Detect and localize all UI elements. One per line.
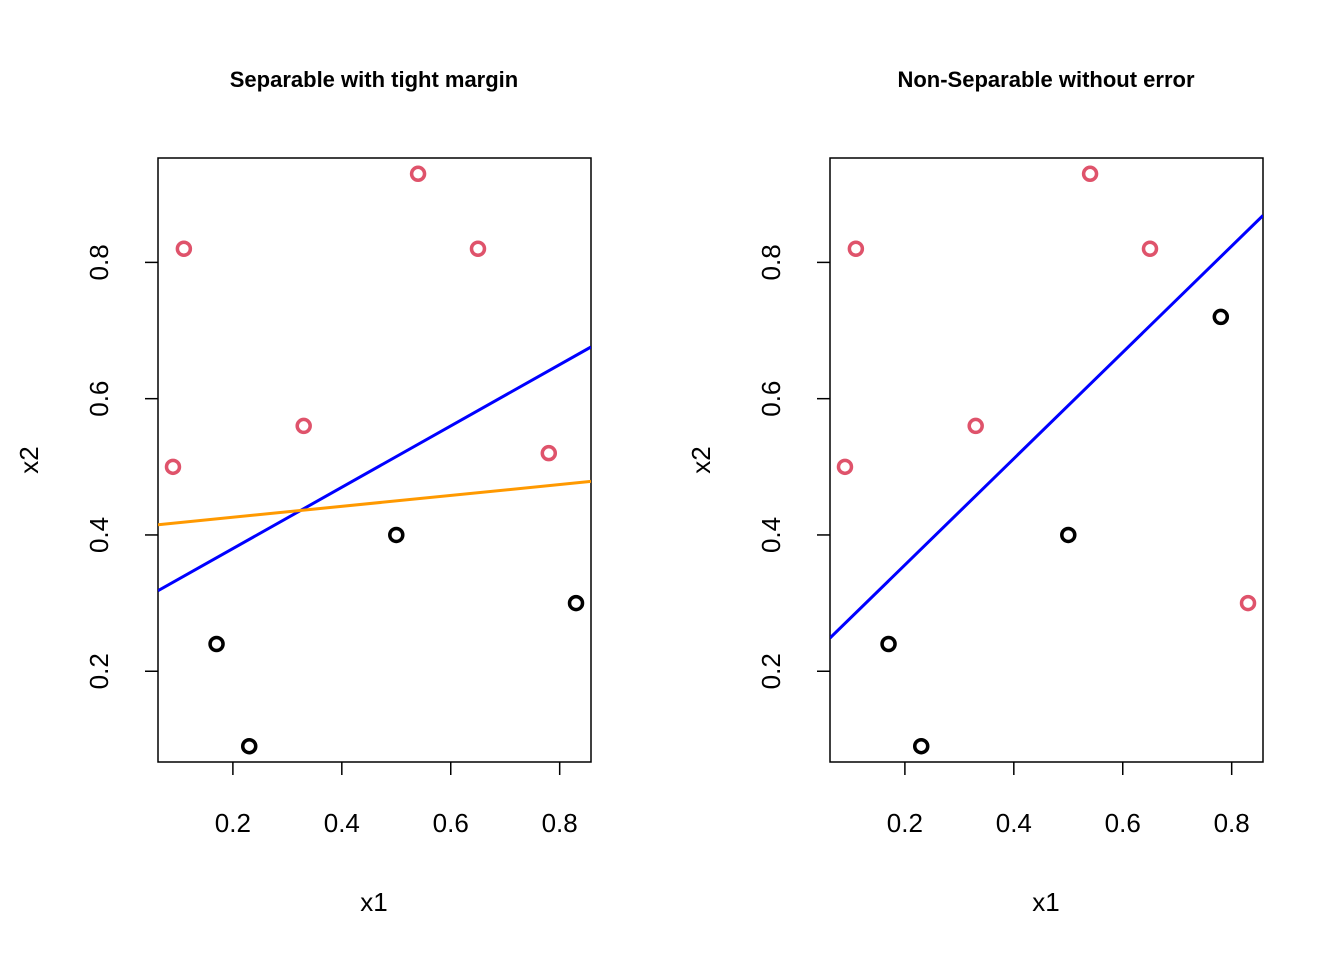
x-tick-label: 0.2 (887, 808, 923, 838)
x-tick-label: 0.6 (1105, 808, 1141, 838)
data-point (1081, 165, 1099, 183)
decision-line (158, 479, 591, 527)
x-axis-label: x1 (360, 887, 387, 917)
data-point (1239, 594, 1257, 612)
x-tick-label: 0.8 (542, 808, 578, 838)
x-tick-label: 0.2 (215, 808, 251, 838)
data-point (208, 635, 225, 653)
chart-title: Non-Separable without error (897, 67, 1194, 92)
plot-area: 0.2 0.4 0.6 0.8 0.2 0.4 0.6 0.8 (84, 157, 592, 838)
data-point (880, 635, 897, 653)
chart-non-separable: Non-Separable without error x1 x2 0.2 0.4… (686, 67, 1264, 917)
data-point (1060, 526, 1077, 544)
plot-frame (829, 157, 1264, 763)
data-point (912, 737, 930, 755)
data-point (388, 526, 405, 544)
plot-frame (157, 157, 592, 763)
chart-separable: Separable with tight margin x1 x2 0.2 0.4… (14, 67, 592, 917)
decision-line (830, 214, 1263, 640)
data-point (1141, 240, 1159, 258)
y-tick-label: 0.6 (756, 381, 786, 417)
data-point (836, 458, 854, 476)
data-point (469, 240, 487, 258)
y-axis-label: x2 (686, 446, 716, 473)
data-point (847, 240, 865, 258)
x-tick-label: 0.4 (996, 808, 1032, 838)
data-point (967, 417, 984, 435)
x-tick-label: 0.4 (324, 808, 360, 838)
y-tick-label: 0.6 (84, 381, 114, 417)
data-point (175, 240, 193, 258)
data-point (164, 458, 182, 476)
y-tick-label: 0.8 (756, 244, 786, 280)
decision-line (158, 345, 591, 593)
chart-title: Separable with tight margin (230, 67, 518, 92)
x-axis-label: x1 (1032, 887, 1059, 917)
data-point (409, 165, 427, 183)
plot-area: 0.2 0.4 0.6 0.8 0.2 0.4 0.6 0.8 (756, 157, 1264, 838)
data-point (295, 417, 312, 435)
y-tick-label: 0.2 (84, 653, 114, 689)
y-tick-label: 0.8 (84, 244, 114, 280)
data-point (240, 737, 258, 755)
y-tick-label: 0.2 (756, 653, 786, 689)
y-tick-label: 0.4 (756, 517, 786, 553)
x-tick-label: 0.8 (1214, 808, 1250, 838)
data-point (1212, 308, 1230, 326)
x-tick-label: 0.6 (433, 808, 469, 838)
y-axis-label: x2 (14, 446, 44, 473)
y-tick-label: 0.4 (84, 517, 114, 553)
data-point (540, 444, 558, 462)
data-point (567, 594, 585, 612)
